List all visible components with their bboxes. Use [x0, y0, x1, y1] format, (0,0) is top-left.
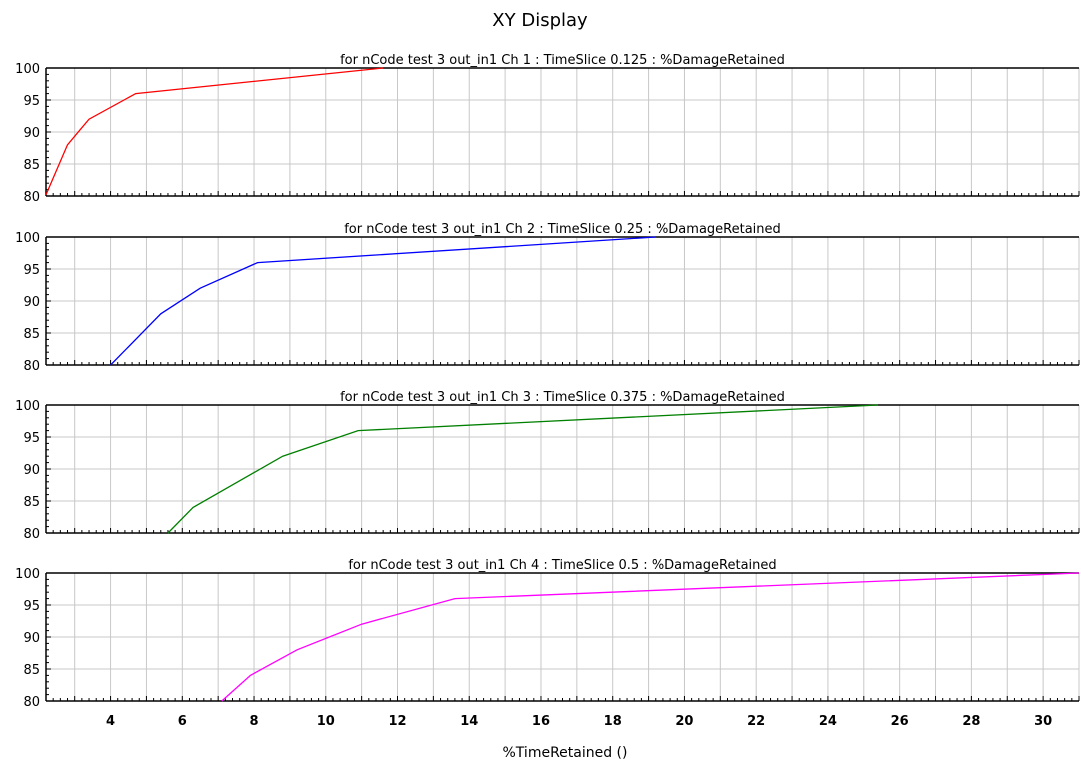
chart-panel-4: 80 85 90 95 100 for nCode test 3 out_in1 Ch 4…	[15, 558, 1080, 710]
x-axis-label: %TimeRetained ()	[503, 745, 628, 761]
y-tick-label: 95	[23, 431, 40, 446]
x-tick-label: 18	[604, 714, 622, 729]
x-tick-label: 30	[1034, 714, 1052, 729]
y-tick-label: 85	[23, 327, 40, 342]
x-tick-label: 20	[675, 714, 693, 729]
panel-title: for nCode test 3 out_in1 Ch 2 : TimeSlic…	[344, 222, 781, 237]
y-tick-label: 100	[15, 231, 40, 246]
x-tick-label: 12	[388, 714, 406, 729]
x-tick-label: 4	[106, 714, 115, 729]
panel-title: for nCode test 3 out_in1 Ch 4 : TimeSlic…	[348, 558, 776, 573]
y-tick-label: 95	[23, 94, 40, 109]
y-tick-label: 85	[23, 663, 40, 678]
x-tick-label: 6	[178, 714, 187, 729]
chart-panel-1: 80 85 90 95 100 for nCode test 3 out_in1 Ch 1…	[15, 53, 1080, 205]
y-tick-label: 95	[23, 599, 40, 614]
x-tick-label: 16	[532, 714, 550, 729]
panel-title: for nCode test 3 out_in1 Ch 1 : TimeSlic…	[340, 53, 785, 68]
x-tick-label: 28	[962, 714, 980, 729]
chart-panel-2: 80 85 90 95 100 for nCode test 3 out_in1 Ch 2…	[15, 222, 1080, 374]
y-tick-label: 80	[23, 359, 40, 374]
series-line-ch1	[45, 67, 384, 195]
x-tick-label: 26	[891, 714, 909, 729]
series-line-ch4	[221, 572, 1080, 702]
series-line-ch3	[167, 404, 879, 534]
y-tick-label: 90	[23, 295, 40, 310]
y-tick-label: 80	[23, 695, 40, 710]
y-tick-label: 100	[15, 399, 40, 414]
panel-title: for nCode test 3 out_in1 Ch 3 : TimeSlic…	[340, 390, 785, 405]
chart-panels: 80 85 90 95 100 for nCode test 3 out_in1 Ch 1…	[15, 53, 1080, 710]
x-tick-label: 8	[250, 714, 259, 729]
y-tick-label: 90	[23, 126, 40, 141]
x-tick-label: 22	[747, 714, 765, 729]
chart-panel-3: 80 85 90 95 100 for nCode test 3 out_in1 Ch 3…	[15, 390, 1080, 542]
x-tick-label: 24	[819, 714, 837, 729]
y-tick-label: 100	[15, 567, 40, 582]
y-tick-label: 95	[23, 263, 40, 278]
y-tick-label: 85	[23, 495, 40, 510]
x-axis: 4 6 8 10 12 14 16 18 20 22 24 26 28 30	[106, 714, 1052, 729]
chart-title: XY Display	[492, 10, 588, 31]
y-tick-label: 90	[23, 631, 40, 646]
x-tick-label: 10	[317, 714, 335, 729]
x-tick-label: 14	[460, 714, 478, 729]
y-tick-label: 90	[23, 463, 40, 478]
series-line-ch2	[110, 236, 656, 366]
y-tick-label: 80	[23, 190, 40, 205]
y-tick-label: 100	[15, 62, 40, 77]
y-tick-label: 80	[23, 527, 40, 542]
y-tick-label: 85	[23, 158, 40, 173]
